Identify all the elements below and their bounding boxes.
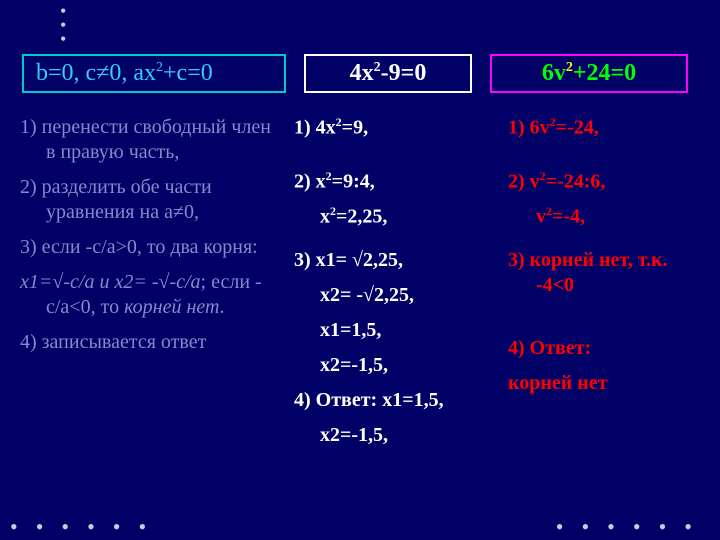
- ex1-step1: 1) 4x2=9,: [294, 115, 494, 141]
- algo-step-1: 1) перенести свободный член в правую час…: [20, 115, 280, 165]
- decor-dots-bottom-right: ••••••: [556, 520, 710, 534]
- header-formula-general: b=0, c≠0, ax2+c=0: [22, 54, 286, 93]
- content-columns: 1) перенести свободный член в правую час…: [0, 107, 720, 458]
- roots-formula: x1=√-c/a и x2= -√-c/a: [20, 271, 201, 293]
- algo-step-3-roots: x1=√-c/a и x2= -√-c/a; если -c/a<0, то к…: [20, 270, 280, 320]
- no-roots: корней нет: [124, 296, 219, 318]
- ex2-step2b: v2=-4,: [508, 204, 688, 230]
- column-algorithm: 1) перенести свободный член в правую час…: [20, 115, 280, 458]
- header-equation-1: 4x2-9=0: [304, 54, 472, 93]
- ex1-step4b: x2=-1,5,: [294, 423, 494, 448]
- algo-step-3: 3) если -c/a>0, то два корня:: [20, 235, 280, 260]
- column-example-2: 1) 6v2=-24, 2) v2=-24:6, v2=-4, 3) корне…: [508, 115, 688, 458]
- h1-pre: b=0, c≠0, ax: [36, 60, 156, 86]
- column-example-1: 1) 4x2=9, 2) x2=9:4, x2=2,25, 3) x1= √2,…: [294, 115, 494, 458]
- ex1-step2a: 2) x2=9:4,: [294, 169, 494, 195]
- algo-step-4: 4) записывается ответ: [20, 330, 280, 355]
- ex2-step3: 3) корней нет, т.к. -4<0: [508, 248, 688, 298]
- ex2-step1: 1) 6v2=-24,: [508, 115, 688, 141]
- h3-pre: 6v: [542, 60, 566, 86]
- dot: .: [219, 296, 224, 318]
- algo-step-2: 2) разделить обе части уравнения на a≠0,: [20, 175, 280, 225]
- h2-post: -9=0: [381, 60, 427, 86]
- h3-post: +24=0: [573, 60, 636, 86]
- decor-dots-top: •••: [60, 4, 66, 46]
- h2-pre: 4x: [350, 60, 374, 86]
- ex1-step2b: x2=2,25,: [294, 204, 494, 230]
- h1-post: +c=0: [163, 60, 213, 86]
- ex1-step3d: x2=-1,5,: [294, 353, 494, 378]
- header-row: b=0, c≠0, ax2+c=0 4x2-9=0 6v2+24=0: [0, 0, 720, 107]
- ex1-step3c: x1=1,5,: [294, 318, 494, 343]
- ex2-step4a: 4) Ответ:: [508, 336, 688, 361]
- h3-sup: 2: [566, 60, 573, 75]
- ex1-step3b: x2= -√2,25,: [294, 283, 494, 308]
- ex2-step2a: 2) v2=-24:6,: [508, 169, 688, 195]
- decor-dots-bottom-left: ••••••: [10, 520, 164, 534]
- ex2-step4b: корней нет: [508, 371, 688, 396]
- ex1-step4a: 4) Ответ: x1=1,5,: [294, 388, 494, 413]
- h1-sup: 2: [156, 60, 163, 75]
- h2-sup: 2: [374, 60, 381, 75]
- header-equation-2: 6v2+24=0: [490, 54, 688, 93]
- ex1-step3a: 3) x1= √2,25,: [294, 248, 494, 273]
